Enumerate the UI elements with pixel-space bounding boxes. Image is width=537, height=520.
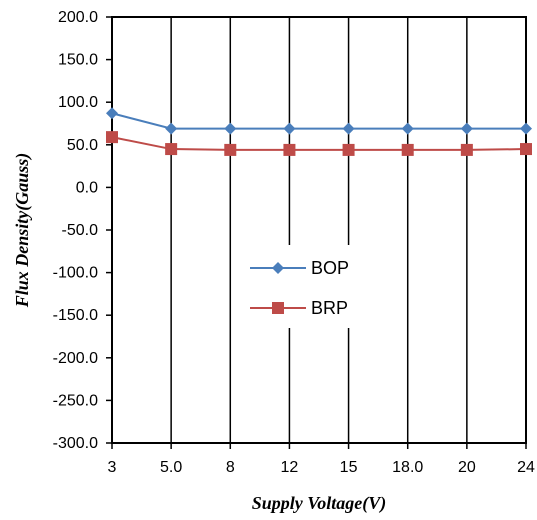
data-point-brp — [283, 143, 296, 156]
y-tick-label: -150.0 — [53, 307, 98, 324]
x-tick-label: 5.0 — [160, 459, 182, 476]
y-tick-label: -50.0 — [62, 222, 99, 239]
data-point-brp — [342, 143, 355, 156]
y-tick-label: 0.0 — [76, 179, 98, 196]
y-tick-label: -300.0 — [53, 435, 98, 452]
data-point-brp — [520, 143, 532, 156]
data-point-brp — [401, 143, 414, 156]
legend-marker-bop — [272, 262, 284, 274]
y-tick-label: 50.0 — [67, 137, 98, 154]
y-tick-label: 150.0 — [58, 52, 98, 69]
data-point-bop — [106, 107, 118, 120]
y-tick-label: -100.0 — [53, 265, 98, 282]
data-point-bop — [283, 122, 296, 135]
legend-marker-brp — [272, 302, 284, 314]
data-point-brp — [224, 143, 237, 156]
y-tick-label: 100.0 — [58, 94, 98, 111]
x-axis-ticks: 3 5.0 8 12 15 18.0 20 24 — [108, 443, 535, 476]
x-tick-label: 20 — [458, 459, 476, 476]
x-tick-label: 3 — [108, 459, 117, 476]
gridlines — [170, 17, 468, 443]
data-point-brp — [165, 143, 178, 156]
legend-background — [238, 245, 362, 328]
legend-label-brp: BRP — [311, 298, 348, 318]
x-tick-label: 15 — [340, 459, 358, 476]
x-tick-label: 8 — [226, 459, 235, 476]
legend-label-bop: BOP — [311, 258, 349, 278]
data-point-bop — [224, 122, 237, 135]
plot-area — [111, 16, 527, 444]
data-point-bop — [342, 122, 355, 135]
legend: BOP BRP — [238, 245, 362, 328]
data-point-bop — [460, 122, 473, 135]
y-axis-title: Flux Density(Gauss) — [12, 153, 33, 309]
x-tick-label: 12 — [281, 459, 299, 476]
y-tick-label: -200.0 — [53, 350, 98, 367]
x-axis-title: Supply Voltage(V) — [252, 493, 387, 514]
y-axis-ticks: 200.0 150.0 100.0 50.0 0.0 -50.0 -100.0 -150.0 -… — [53, 9, 112, 452]
x-tick-label: 24 — [517, 459, 535, 476]
y-tick-label: -250.0 — [53, 392, 98, 409]
data-point-brp — [460, 143, 473, 156]
series-layer — [106, 107, 532, 156]
data-point-bop — [520, 122, 532, 135]
data-point-bop — [401, 122, 414, 135]
series-line-bop — [111, 112, 526, 130]
y-tick-label: 200.0 — [58, 9, 98, 26]
series-line-brp — [111, 136, 527, 151]
data-point-brp — [106, 131, 118, 144]
data-point-bop — [165, 122, 178, 135]
x-tick-label: 18.0 — [392, 459, 423, 476]
